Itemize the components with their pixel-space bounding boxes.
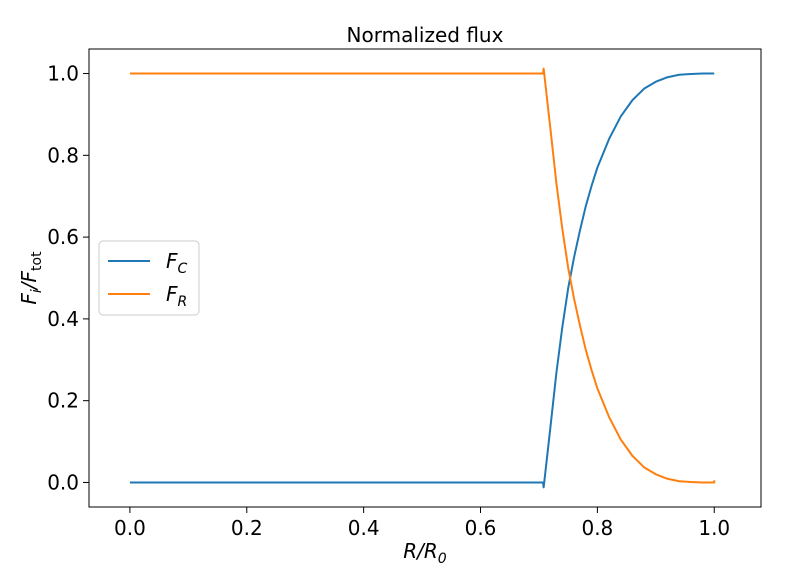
- legend-label-fr: FR: [166, 282, 187, 310]
- x-tick-label: 0.8: [581, 516, 613, 540]
- y-axis-label: Fi/Ftot: [17, 251, 45, 305]
- y-tick-label: 1.0: [47, 62, 79, 86]
- x-tick-label: 0.2: [231, 516, 263, 540]
- y-tick-label: 0.6: [47, 225, 79, 249]
- x-tick-label: 0.4: [348, 516, 380, 540]
- y-tick-label: 0.0: [47, 470, 79, 494]
- y-axis-ticks: 0.0 0.2 0.4 0.6 0.8 1.0: [47, 62, 89, 494]
- legend-label-fc-sub: C: [178, 261, 188, 277]
- legend-label-fc-main: F: [166, 249, 178, 273]
- legend-label-fr-sub: R: [178, 294, 188, 310]
- x-tick-label: 0.0: [114, 516, 146, 540]
- legend-label-fr-main: F: [166, 282, 178, 306]
- series-line-f-r: [129, 67, 716, 484]
- y-axis-label-sub-i: i: [29, 289, 45, 293]
- legend: FC FR: [98, 240, 200, 316]
- y-tick-label: 0.8: [47, 143, 79, 167]
- x-axis-ticks: 0.0 0.2 0.4 0.6 0.8 1.0: [114, 507, 730, 540]
- series-layer: [129, 67, 716, 489]
- y-axis-label-f: F: [17, 293, 41, 305]
- x-axis-label: R/R0: [403, 539, 447, 567]
- x-tick-label: 0.6: [465, 516, 497, 540]
- legend-box: [98, 240, 200, 316]
- x-tick-label: 1.0: [698, 516, 730, 540]
- y-axis-label-sub-tot: tot: [29, 251, 45, 271]
- legend-label-fc: FC: [166, 249, 188, 277]
- y-axis-label-mid: /F: [17, 270, 41, 291]
- chart-title: Normalized flux: [347, 23, 504, 47]
- x-axis-label-sub: 0: [438, 551, 447, 567]
- series-line-f-c: [129, 72, 715, 489]
- y-tick-label: 0.2: [47, 389, 79, 413]
- y-tick-label: 0.4: [47, 307, 79, 331]
- x-axis-label-main: R/R: [403, 539, 438, 563]
- plot-frame: [88, 48, 762, 508]
